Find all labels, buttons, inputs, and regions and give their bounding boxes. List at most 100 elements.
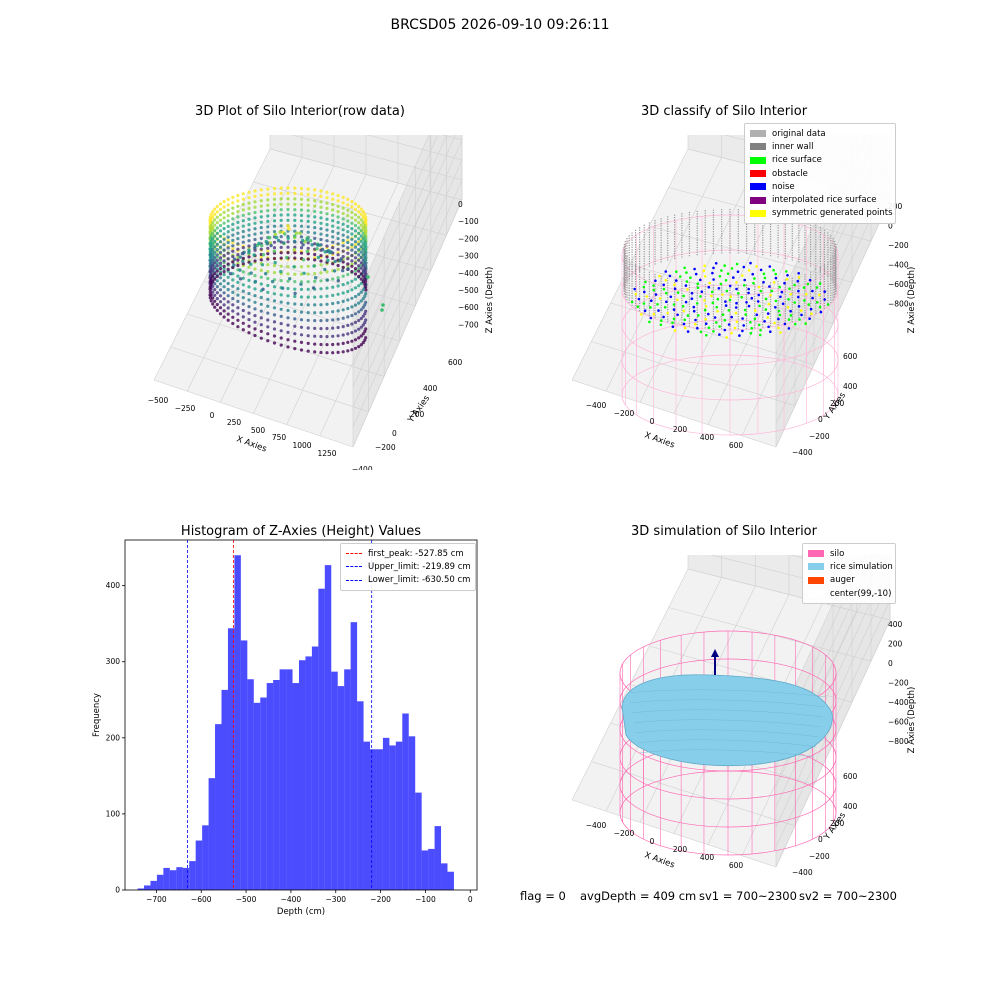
data-point [359,218,363,222]
data-point [346,298,350,302]
figure-title: BRCSD05 2026-09-10 09:26:11 [390,17,610,33]
data-point [350,205,354,209]
data-point [350,331,354,335]
data-point [357,248,361,252]
data-point [218,256,223,260]
data-point [279,269,283,274]
data-point [353,234,358,238]
data-point [695,302,699,305]
data-point [363,321,367,325]
data-point [350,288,354,292]
histogram-bar [441,863,448,890]
data-point [752,281,755,285]
data-point [350,259,354,263]
data-point [350,237,354,241]
data-point [712,278,715,281]
data-point [363,338,367,342]
data-point [336,279,340,283]
data-point [272,224,277,228]
data-point [211,264,215,268]
data-point [266,270,270,274]
grid-line [352,135,439,328]
data-point [272,313,277,317]
data-point [361,231,365,235]
data-point [241,224,245,228]
data-point [319,319,323,323]
data-point [286,279,290,283]
data-point [774,272,777,276]
data-point [272,230,277,234]
data-point [732,276,735,279]
data-point [692,309,696,313]
data-point [350,221,354,225]
data-point [209,255,213,260]
data-point [283,232,287,236]
data-point [313,342,317,346]
histogram-bar [163,867,170,890]
data-point [259,316,263,320]
data-point [259,268,263,272]
data-point [341,268,345,273]
data-point [259,226,263,230]
data-point [231,297,235,301]
data-point [325,343,329,347]
data-point [236,312,240,316]
x-tick-label: −400 [586,401,607,410]
data-point [359,272,363,276]
data-point [266,257,270,261]
data-point [226,275,230,279]
legend-item: first_peak: -527.85 cm [346,547,470,560]
data-point [209,223,213,227]
y-tick-label: 0 [818,415,823,424]
data-point [226,214,230,218]
legend-label: rice simulation [830,561,893,572]
data-point [213,255,217,260]
legend-swatch [808,550,824,558]
data-point [361,323,365,327]
data-point [306,225,310,229]
data-point [643,309,647,312]
data-point [259,188,263,192]
data-point [299,295,304,299]
histogram-bars [137,555,454,890]
data-point [721,293,724,296]
data-point [279,329,283,333]
data-point [359,207,363,211]
data-point [331,219,335,223]
data-point [299,192,304,196]
data-point [211,210,215,214]
z-tick-label: −200 [888,241,909,250]
histogram-bar [324,565,332,890]
z-tick-label: −800 [888,300,909,309]
data-point [313,226,317,230]
data-point [213,293,217,297]
data-point [247,223,251,227]
data-point [672,308,676,311]
data-point [240,251,245,256]
status-flag: flag = 0 [520,889,566,903]
data-point [226,224,230,228]
data-point [353,240,358,244]
data-point [364,300,368,304]
data-point [218,264,223,268]
data-point [808,317,811,320]
data-point [681,305,685,308]
data-point [357,264,361,268]
data-point [333,259,337,264]
data-point [747,304,751,308]
data-point [208,293,212,297]
data-point [818,293,821,297]
data-point [231,249,235,253]
legend-label: interpolated rice surface [772,195,877,206]
data-point [236,280,240,284]
data-point [718,275,722,278]
data-point [293,324,297,328]
data-point [361,269,365,273]
data-point [218,213,223,217]
data-point [779,295,782,299]
data-point [361,288,365,292]
y-axis-label: Frequency [92,693,102,737]
data-point [319,263,323,267]
legend-label: first_peak: -527.85 cm [368,548,464,559]
data-point [673,287,677,291]
